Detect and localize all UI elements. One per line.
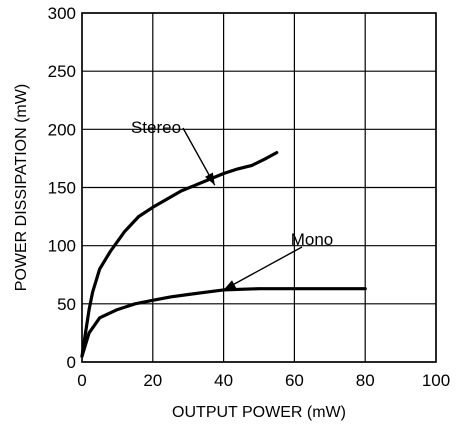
y-tick-labels: 0 50 100 150 200 250 300 [48, 4, 76, 372]
y-tick-label: 0 [67, 353, 76, 372]
arrowhead-stereo [205, 172, 215, 186]
plot-frame [81, 12, 437, 363]
series-labels: Stereo Mono [131, 118, 334, 291]
x-axis-title: OUTPUT POWER (mW) [172, 404, 346, 421]
x-tick-label: 100 [422, 371, 450, 390]
y-tick-label: 200 [48, 120, 76, 139]
series-lines [80, 151, 367, 358]
x-tick-label: 60 [285, 371, 304, 390]
arrowhead-mono [223, 280, 237, 290]
y-tick-label: 250 [48, 62, 76, 81]
series-mono-line [80, 287, 367, 358]
x-tick-label: 0 [77, 371, 86, 390]
series-stereo-line [80, 151, 279, 358]
y-tick-label: 100 [48, 237, 76, 256]
y-tick-label: 50 [57, 295, 76, 314]
y-axis-title: POWER DISSIPATION (mW) [13, 84, 30, 291]
x-tick-label: 20 [143, 371, 162, 390]
leader-line-mono [223, 246, 303, 291]
y-tick-label: 150 [48, 179, 76, 198]
series-label-stereo: Stereo [131, 118, 181, 137]
x-tick-labels: 0 20 40 60 80 100 [77, 371, 450, 390]
series-label-mono: Mono [291, 230, 334, 249]
grid [81, 12, 437, 363]
y-tick-label: 300 [48, 4, 76, 23]
x-tick-label: 40 [214, 371, 233, 390]
x-tick-label: 80 [356, 371, 375, 390]
